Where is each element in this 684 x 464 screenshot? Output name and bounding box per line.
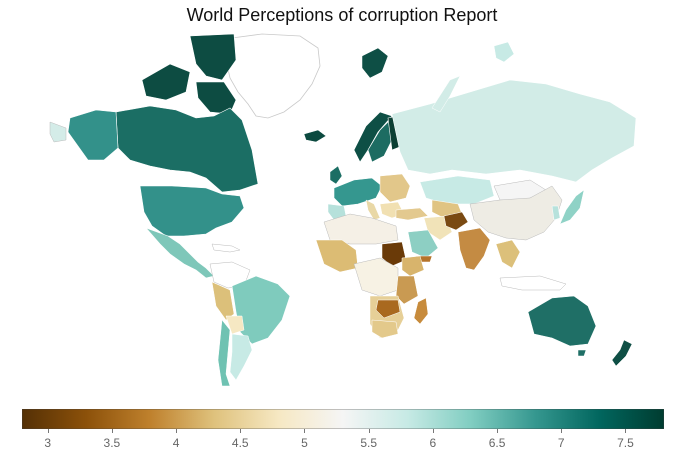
region-turkey[interactable] (395, 207, 429, 221)
region-siberian-islands[interactable] (493, 41, 515, 63)
colorbar-tick-mark (625, 429, 627, 433)
region-brazil[interactable] (231, 275, 291, 345)
region-chile[interactable] (217, 319, 231, 387)
region-italy[interactable] (365, 199, 381, 221)
region-india[interactable] (457, 227, 491, 271)
region-caribbean[interactable] (211, 243, 241, 253)
region-bolivia[interactable] (225, 315, 245, 335)
region-southeast-asia[interactable] (495, 239, 521, 269)
region-svalbard[interactable] (361, 47, 389, 79)
region-indonesia[interactable] (499, 275, 567, 291)
choropleth-map (49, 33, 637, 387)
colorbar-tick-label: 5 (301, 436, 308, 450)
region-canada-arctic[interactable] (141, 33, 237, 115)
colorbar-tick-mark (368, 429, 370, 433)
region-ethiopia[interactable] (401, 255, 425, 277)
region-alaska[interactable] (67, 109, 119, 161)
region-west-africa[interactable] (315, 239, 359, 273)
region-west-edge[interactable] (49, 121, 67, 143)
region-saudi-arabia[interactable] (407, 229, 439, 259)
colorbar-tick-label: 3 (44, 436, 52, 450)
region-zambia[interactable] (375, 299, 401, 319)
region-sudan[interactable] (381, 241, 407, 267)
colorbar-tick-mark (176, 429, 178, 433)
region-new-zealand[interactable] (611, 339, 633, 367)
region-australia[interactable] (527, 295, 597, 347)
region-south-africa[interactable] (371, 319, 399, 339)
region-east-africa[interactable] (395, 275, 419, 305)
colorbar-tick-label: 4 (172, 436, 180, 450)
region-united-states[interactable] (139, 185, 245, 237)
colorbar-tick-label: 6 (429, 436, 437, 450)
colorbar-tick-label: 7 (557, 436, 565, 450)
colorbar-tick-label: 7.5 (617, 436, 634, 450)
colorbar-tick-label: 4.5 (231, 436, 249, 450)
colorbar-tick-mark (47, 429, 49, 433)
colorbar-tick-mark (304, 429, 306, 433)
colorbar-tick-mark (240, 429, 242, 433)
region-afghanistan[interactable] (443, 211, 469, 231)
region-north-africa[interactable] (323, 213, 399, 245)
colorbar-tick-mark (561, 429, 563, 433)
region-uk[interactable] (329, 165, 343, 185)
region-iceland[interactable] (303, 129, 327, 143)
colorbar-tick-label: 3.5 (103, 436, 121, 450)
region-japan[interactable] (559, 189, 585, 225)
map-title: World Perceptions of corruption Report (186, 5, 498, 25)
region-canada[interactable] (115, 105, 259, 193)
region-greenland[interactable] (225, 33, 321, 119)
region-norway[interactable] (353, 111, 393, 163)
region-kazakhstan[interactable] (419, 175, 495, 205)
region-eastern-europe[interactable] (379, 173, 411, 203)
colorbar-tick-label: 5.5 (360, 436, 378, 450)
region-russia[interactable] (391, 79, 637, 183)
region-korea[interactable] (551, 205, 561, 221)
region-china[interactable] (469, 185, 563, 241)
colorbar-tick-label: 6.5 (488, 436, 506, 450)
region-argentina[interactable] (229, 333, 253, 381)
colorbar-tick-mark (497, 429, 499, 433)
colorbar-tick-mark (432, 429, 434, 433)
region-tasmania[interactable] (577, 349, 587, 357)
region-novaya-zemlya[interactable] (431, 75, 461, 113)
region-madagascar[interactable] (413, 297, 429, 325)
colorbar (22, 409, 664, 429)
colorbar-tick-mark (111, 429, 113, 433)
region-western-europe[interactable] (333, 177, 383, 207)
